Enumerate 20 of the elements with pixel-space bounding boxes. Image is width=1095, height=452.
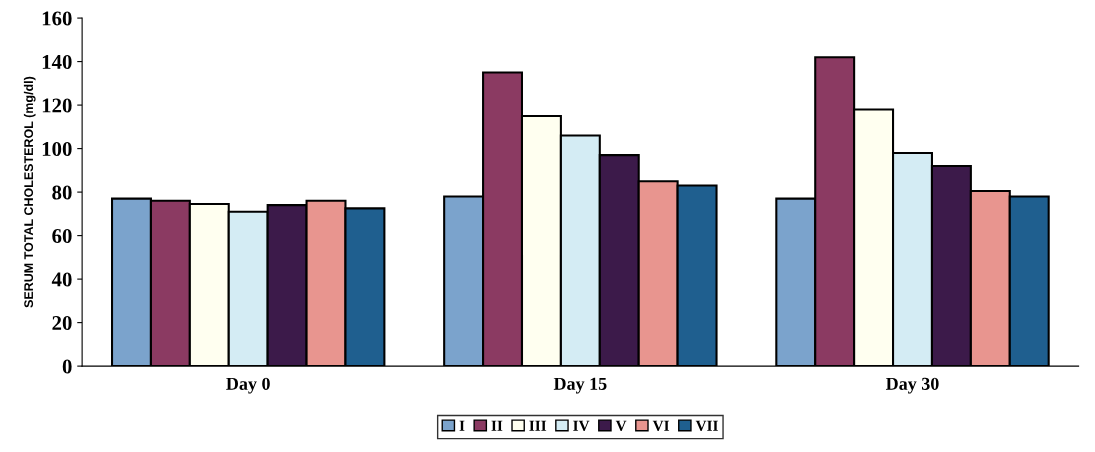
y-tick-label: 60 (52, 228, 72, 244)
y-tick-label: 140 (42, 54, 72, 70)
legend-label: III (529, 420, 547, 431)
y-axis-title: SERUM TOTAL CHOLESTEROL (mg/dl) (23, 76, 36, 308)
x-tick-label: Day 15 (553, 377, 607, 394)
y-tick-label: 80 (52, 185, 72, 200)
legend-label: IV (573, 420, 590, 432)
y-tick-label: 160 (42, 11, 72, 26)
legend-label: VII (695, 420, 718, 432)
legend-label: V (615, 420, 627, 432)
y-tick-label: 0 (62, 359, 72, 374)
x-tick-label: Day 0 (226, 377, 270, 394)
legend-label: VI (652, 420, 670, 432)
y-tick-label: 100 (42, 141, 72, 157)
x-tick-label: Day 30 (885, 377, 939, 394)
legend-label: II (491, 420, 503, 431)
y-tick-label: 120 (42, 98, 72, 113)
legend-label: I (459, 420, 465, 431)
y-tick-label: 40 (51, 272, 72, 287)
y-tick-label: 20 (52, 315, 72, 331)
